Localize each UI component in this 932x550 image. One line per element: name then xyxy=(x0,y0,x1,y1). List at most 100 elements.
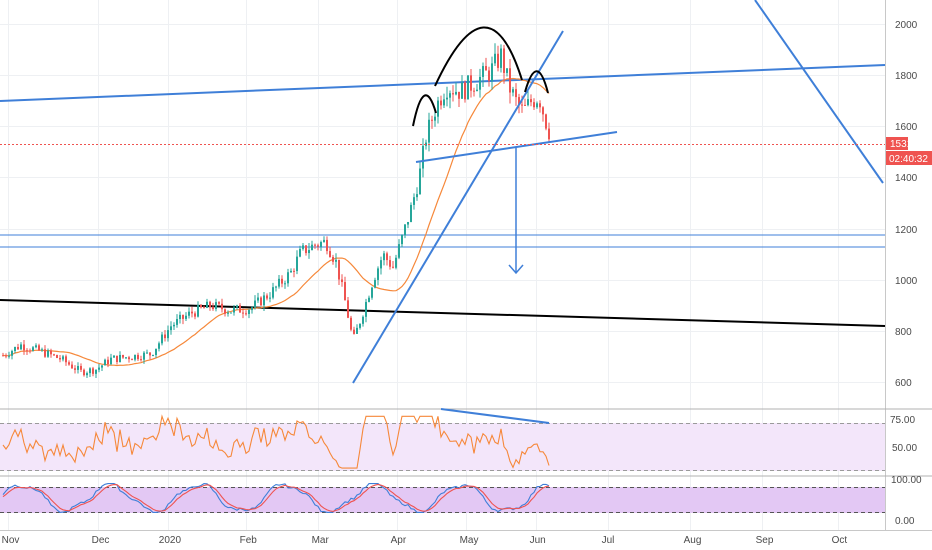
candle-body xyxy=(506,68,508,73)
candle-body xyxy=(389,260,391,267)
time-tick-label: Jun xyxy=(530,535,546,546)
head-arc[interactable] xyxy=(434,26,523,87)
candle-body xyxy=(17,346,19,350)
candle-body xyxy=(443,99,445,106)
time-tick-label: Nov xyxy=(2,535,20,546)
candle-body xyxy=(143,352,145,360)
candle-body xyxy=(38,345,40,351)
long-term-trendline[interactable] xyxy=(0,64,886,102)
candle-body xyxy=(338,259,340,280)
candle-body xyxy=(314,244,316,246)
candle-body xyxy=(350,317,352,330)
candle-body xyxy=(347,300,349,318)
candle-body xyxy=(434,116,436,121)
candle-body xyxy=(56,355,58,358)
candle-body xyxy=(317,245,319,247)
time-tick-label: May xyxy=(460,535,479,546)
candle-body xyxy=(512,89,514,93)
rsi-pane[interactable]: 75.00 50.00 xyxy=(0,408,917,471)
candle-body xyxy=(329,251,331,257)
candle-body xyxy=(164,334,166,339)
stoch-pane[interactable]: 100.00 0.00 xyxy=(0,475,922,527)
support-line-black[interactable] xyxy=(0,299,886,327)
candle-body xyxy=(305,245,307,254)
candle-body xyxy=(299,248,301,257)
candle-body xyxy=(167,330,169,339)
candle-body xyxy=(491,63,493,81)
candle-body xyxy=(134,354,136,360)
candle-body xyxy=(401,235,403,245)
candle-body xyxy=(83,369,85,376)
candle-body xyxy=(509,68,511,93)
candle-body xyxy=(149,352,151,356)
candle-body xyxy=(308,250,310,254)
candle-body xyxy=(269,297,271,299)
candle-body xyxy=(440,100,442,106)
time-tick-label: Mar xyxy=(312,535,330,546)
candle-body xyxy=(110,357,112,365)
candle-body xyxy=(86,373,88,376)
price-axis[interactable]: 2000 1800 1600 1400 1200 1000 800 600 xyxy=(895,20,918,389)
candle-body xyxy=(500,48,502,68)
candle-body xyxy=(521,104,523,106)
right-shoulder-arc[interactable] xyxy=(524,70,549,94)
candle-body xyxy=(464,82,466,100)
candle-body xyxy=(74,368,76,370)
candle-body xyxy=(455,91,457,95)
price-tick-label: 1600 xyxy=(895,122,918,133)
candle-body xyxy=(191,311,193,314)
candle-body xyxy=(26,350,28,352)
candle-body xyxy=(518,97,520,105)
candle-body xyxy=(452,93,454,95)
candle-body xyxy=(185,315,187,319)
price-tick-label: 1400 xyxy=(895,173,918,184)
candle-body xyxy=(98,367,100,370)
candle-body xyxy=(302,245,304,249)
price-tick-label: 2000 xyxy=(895,20,918,31)
rsi-divergence-line[interactable] xyxy=(440,408,550,424)
candle-body xyxy=(11,351,13,356)
drawings-layer[interactable] xyxy=(0,64,886,327)
candle-body xyxy=(5,355,7,357)
neckline[interactable] xyxy=(415,131,618,163)
downtrend-line[interactable] xyxy=(754,0,884,184)
candle-body xyxy=(536,103,538,108)
time-tick-label: Aug xyxy=(684,535,702,546)
time-axis[interactable]: Nov Dec 2020 Feb Mar Apr May Jun Jul Aug Sep Oct xyxy=(2,535,848,546)
candle-body xyxy=(242,312,244,314)
last-price-badge: 1531 xyxy=(886,137,913,150)
time-tick-label: Dec xyxy=(92,535,110,546)
price-tick-label: 1800 xyxy=(895,71,918,82)
candle-body xyxy=(449,93,451,98)
rsi-tick-50: 50.00 xyxy=(892,443,917,454)
candle-body xyxy=(65,356,67,363)
candle-body xyxy=(332,256,334,262)
candle-body xyxy=(494,53,496,64)
candle-body xyxy=(377,268,379,280)
candle-body xyxy=(236,305,238,308)
candle-body xyxy=(371,287,373,298)
candle-body xyxy=(212,307,214,310)
candle-body xyxy=(278,278,280,287)
target-arrow-head[interactable] xyxy=(508,264,524,275)
candle-body xyxy=(101,365,103,368)
candle-body xyxy=(275,286,277,288)
left-shoulder-arc[interactable] xyxy=(412,94,437,127)
candle-body xyxy=(197,304,199,317)
time-tick-label: Jul xyxy=(602,535,615,546)
pattern-drawings[interactable] xyxy=(352,0,884,384)
price-tick-label: 1000 xyxy=(895,276,918,287)
candle-body xyxy=(419,168,421,195)
uptrend-line[interactable] xyxy=(352,30,564,384)
candle-body xyxy=(221,303,223,310)
candle-body xyxy=(125,357,127,359)
candle-body xyxy=(29,350,31,352)
candle-body xyxy=(179,314,181,320)
stoch-tick-0: 0.00 xyxy=(895,516,915,527)
candle-body xyxy=(68,362,70,365)
candle-body xyxy=(71,364,73,369)
candle-body xyxy=(320,242,322,247)
candle-body xyxy=(497,53,499,68)
candle-body xyxy=(239,305,241,313)
